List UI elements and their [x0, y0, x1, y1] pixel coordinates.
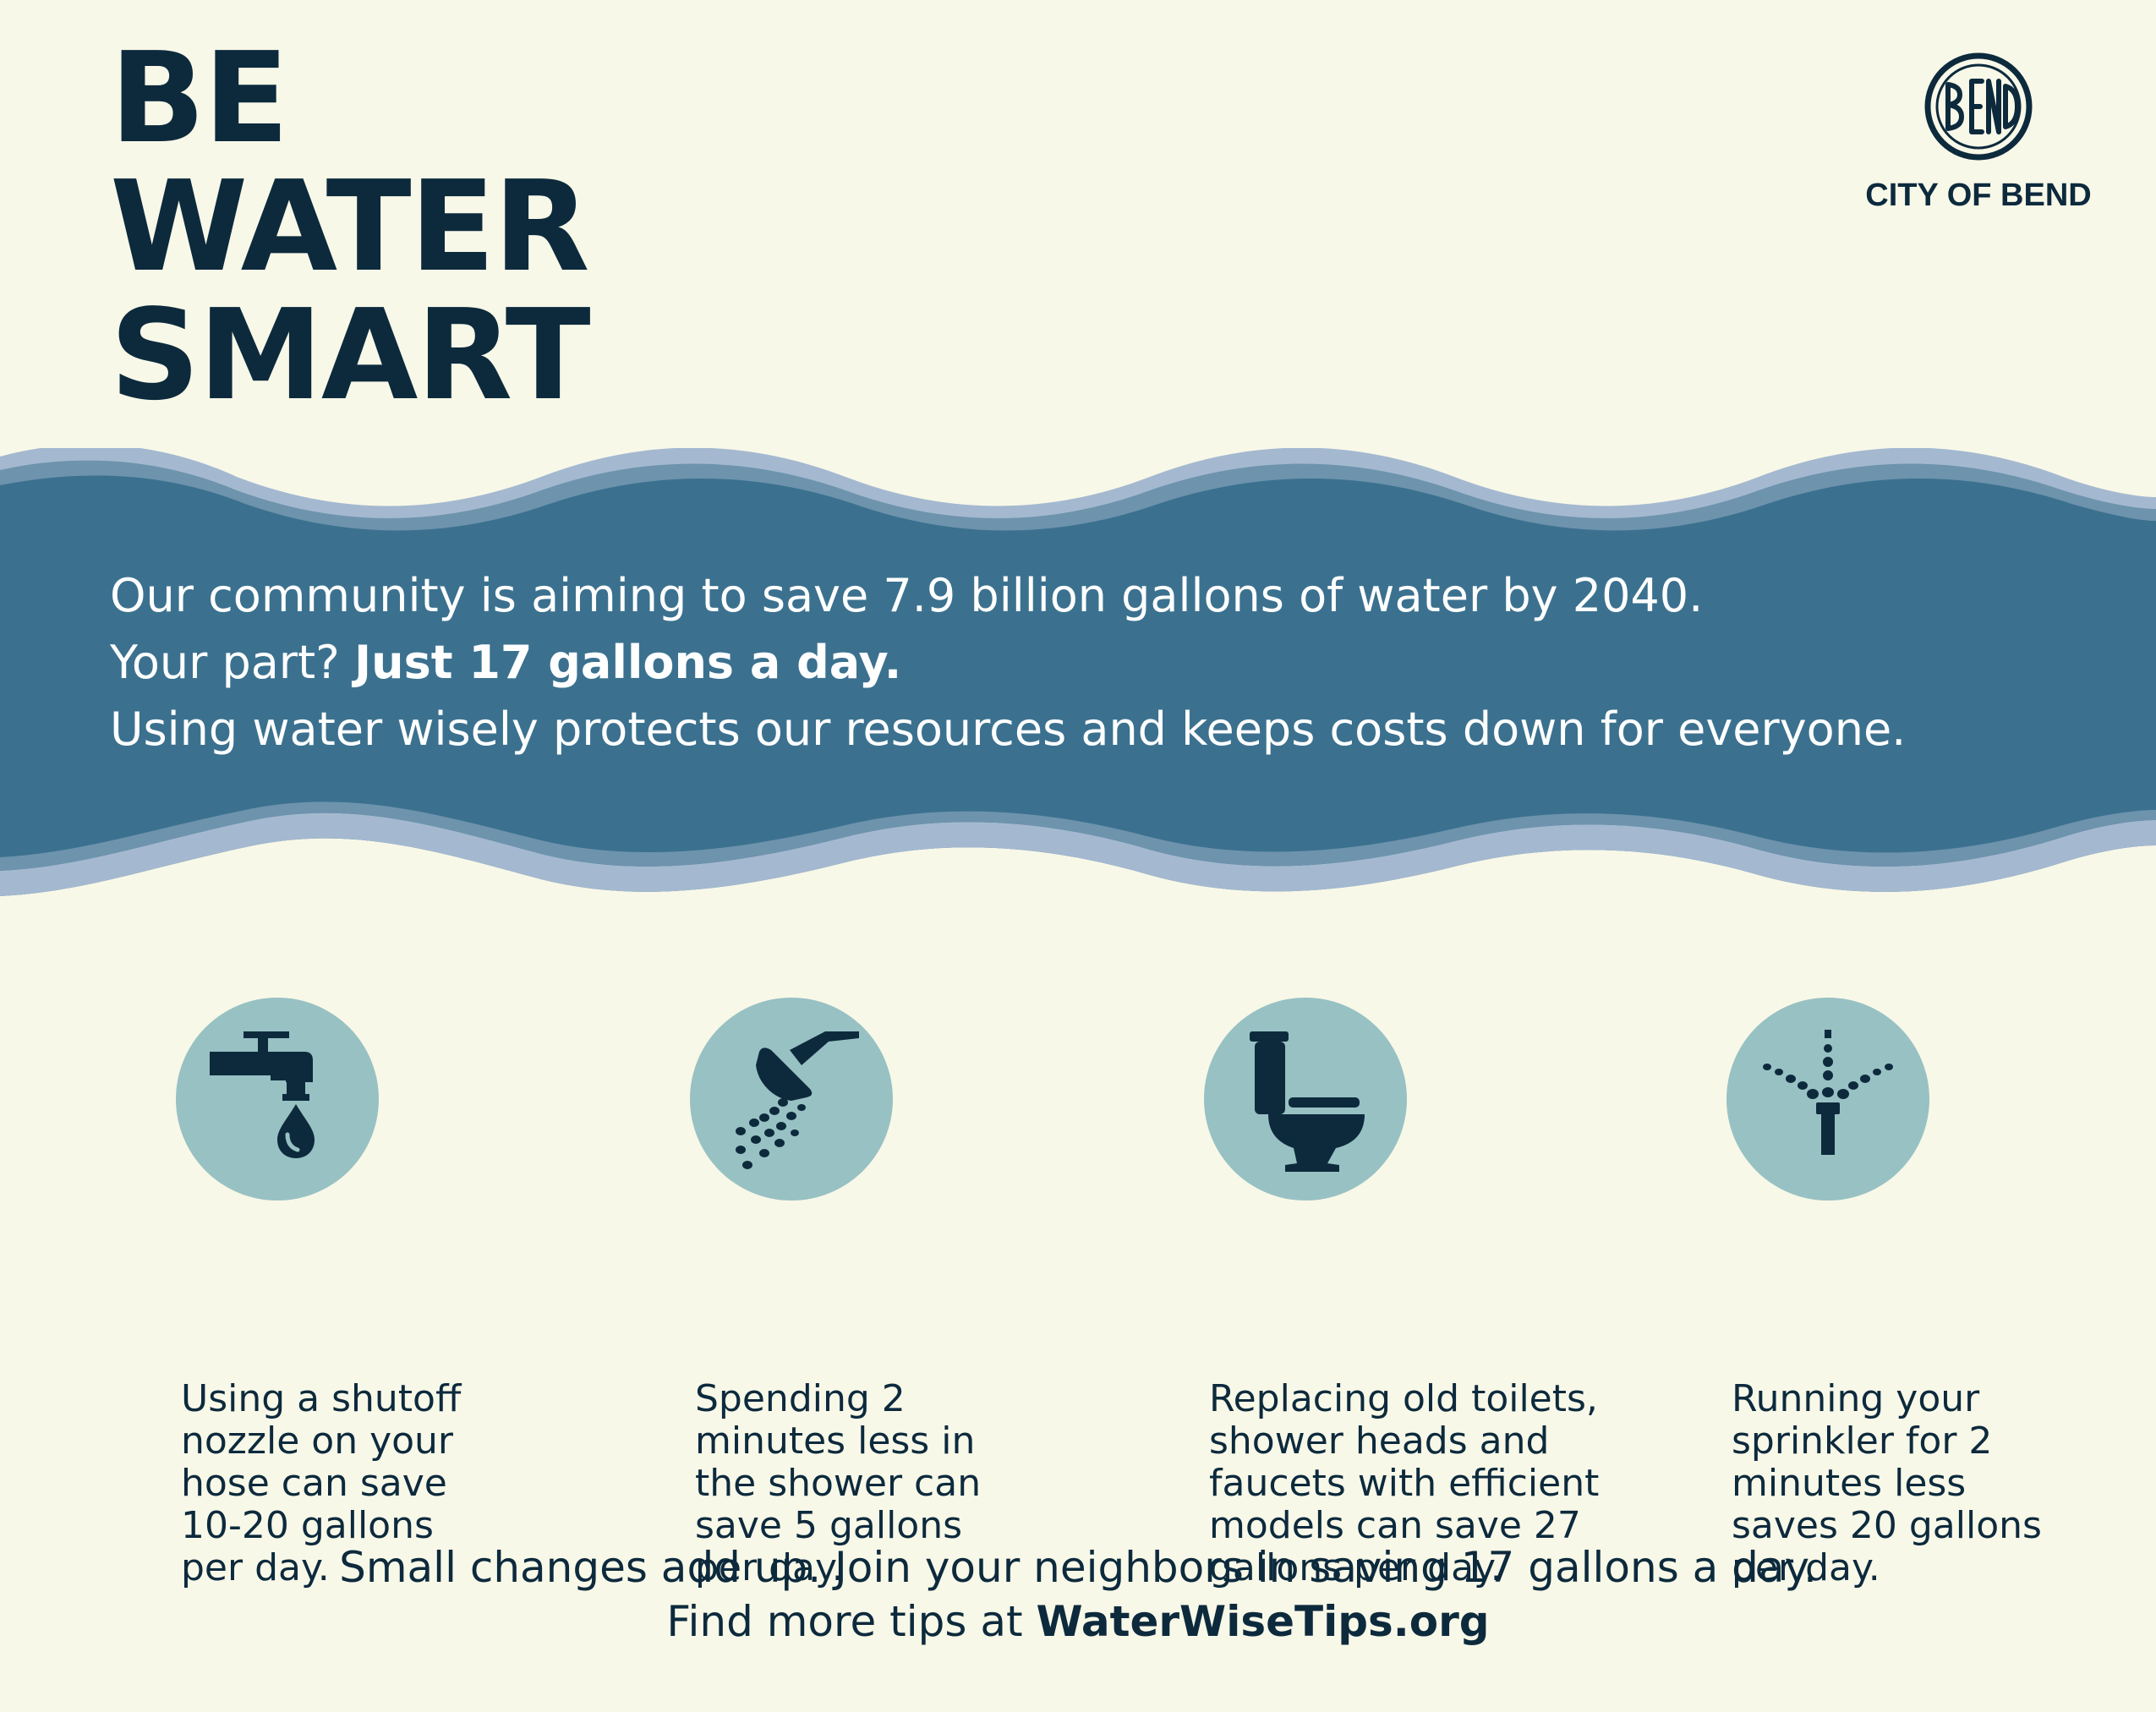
tip-text: Using a shutoff nozzle on your hose can …	[181, 1378, 536, 1589]
tip-toilet: Replacing old toilets, shower heads and …	[1138, 998, 1599, 1589]
footer-line-2-prefix: Find more tips at	[666, 1597, 1023, 1646]
tip-line: Running your	[1732, 1377, 1980, 1420]
footer: Small changes add up. Join your neighbor…	[0, 1540, 2156, 1649]
tip-text: Replacing old toilets, shower heads and …	[1209, 1377, 1600, 1589]
band-line-1: Our community is aiming to save 7.9 bill…	[110, 569, 1704, 622]
tip-line: Spending 2	[695, 1377, 906, 1420]
tip-line: save 5 gallons	[695, 1504, 963, 1547]
tip-line: models can save 27	[1209, 1504, 1581, 1547]
tip-line: hose can save	[181, 1462, 447, 1505]
tip-line: gallons per day.	[1209, 1546, 1502, 1589]
tip-line: nozzle on your	[181, 1419, 454, 1463]
tip-text: Running your sprinkler for 2 minutes les…	[1732, 1378, 2087, 1589]
title-line-2: WATER	[110, 154, 590, 299]
band-line-2-prefix: Your part?	[110, 636, 340, 689]
water-wave-band	[0, 448, 2156, 905]
title-line-3: SMART	[110, 282, 591, 428]
tip-line: 10-20 gallons	[181, 1504, 434, 1547]
page-title: BE WATER SMART	[110, 25, 591, 428]
band-message: Our community is aiming to save 7.9 bill…	[110, 562, 2055, 763]
logo-label: CITY OF BEND	[1865, 178, 2092, 213]
tip-line: minutes less in	[695, 1419, 976, 1463]
tip-sprinkler: Running your sprinkler for 2 minutes les…	[1661, 998, 2042, 1589]
shower-head-icon	[736, 1031, 859, 1169]
title-line-1: BE	[110, 25, 289, 171]
tip-icon-circle	[690, 998, 893, 1201]
website-link[interactable]: WaterWiseTips.org	[1036, 1597, 1490, 1646]
tip-icon-circle	[1726, 998, 1929, 1201]
tip-line: per day.	[1732, 1546, 1880, 1589]
tip-line: Replacing old toilets,	[1209, 1377, 1598, 1420]
tip-faucet: Using a shutoff nozzle on your hose can …	[110, 998, 465, 1589]
tip-line: minutes less	[1732, 1462, 1967, 1505]
tip-line: per day.	[695, 1546, 844, 1589]
tip-line: saves 20 gallons	[1732, 1504, 2042, 1547]
tip-line: the shower can	[695, 1462, 982, 1505]
toilet-icon	[1250, 1031, 1365, 1172]
city-of-bend-logo: CITY OF BEND	[1856, 51, 2101, 214]
tip-line: faucets with efficient	[1209, 1462, 1600, 1505]
tip-line: sprinkler for 2	[1732, 1419, 1993, 1463]
band-line-3: Using water wisely protects our resource…	[110, 703, 1907, 756]
tip-line: per day.	[181, 1546, 330, 1589]
bend-emblem-icon	[1924, 52, 2033, 161]
tip-icon-circle	[176, 998, 379, 1201]
tip-text: Spending 2 minutes less in the shower ca…	[695, 1378, 1050, 1589]
band-line-2: Your part? Just 17 gallons a day.	[110, 629, 2055, 696]
tip-line: shower heads and	[1209, 1419, 1550, 1463]
band-line-2-emphasis: Just 17 gallons a day.	[354, 636, 902, 689]
faucet-icon	[210, 1031, 315, 1158]
tip-line: Using a shutoff	[181, 1377, 462, 1420]
tip-shower: Spending 2 minutes less in the shower ca…	[624, 998, 981, 1589]
footer-line-2: Find more tips at WaterWiseTips.org	[0, 1594, 2156, 1649]
footer-line-1: Small changes add up. Join your neighbor…	[339, 1543, 1817, 1592]
tip-icon-circle	[1204, 998, 1407, 1201]
sprinkler-icon	[1763, 1030, 1893, 1155]
